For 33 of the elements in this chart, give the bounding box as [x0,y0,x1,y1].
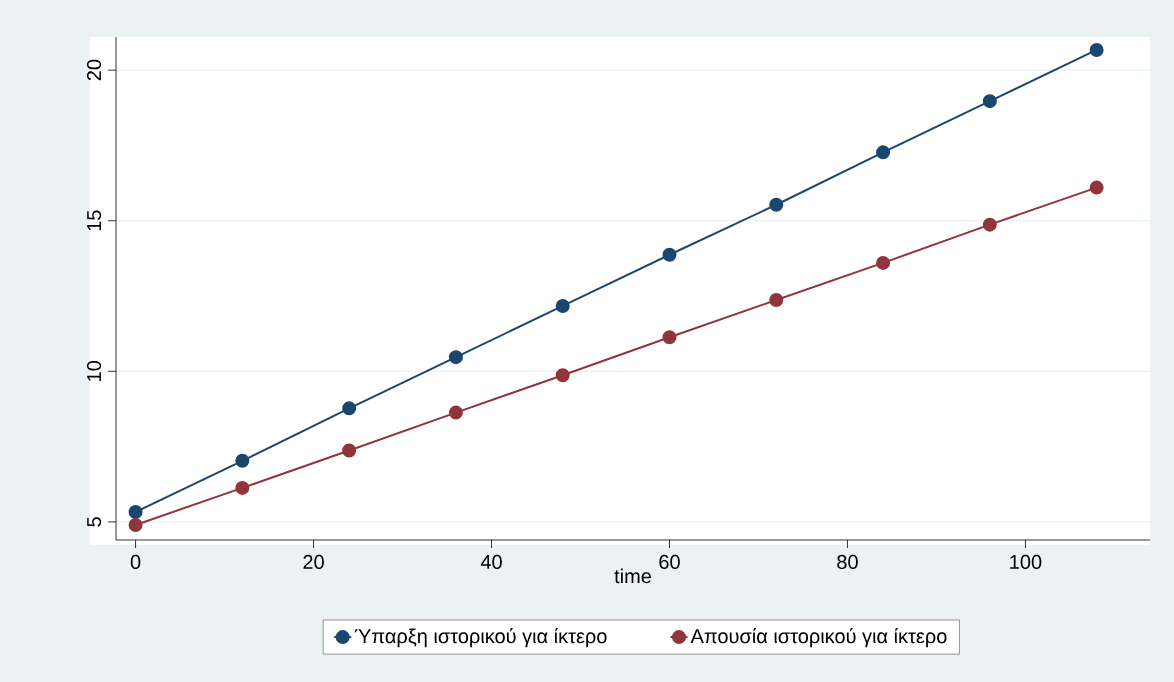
x-tick-label: 80 [837,554,858,570]
point [662,247,677,262]
x-tick-label: 60 [659,554,680,570]
x-tick-label: 20 [303,554,324,570]
y-tick-label: 15 [87,210,102,231]
point [235,453,250,468]
y-tick-label: 10 [86,360,102,381]
point [235,480,250,495]
point [1089,42,1104,57]
x-tick-label: 40 [480,554,502,570]
point [876,255,891,270]
point [982,94,997,109]
y-tick-label: 20 [86,59,102,81]
point [769,292,784,307]
point [342,401,357,416]
point [555,368,570,383]
point [1089,180,1104,195]
x-tick-label: 100 [1010,554,1042,570]
y-tick-label: 5 [87,517,102,527]
point [342,443,357,458]
point [448,350,463,365]
point [128,517,143,532]
point [128,504,143,519]
point [662,330,677,345]
x-tick-label: 0 [130,554,141,570]
point [876,145,891,160]
point [982,217,997,232]
point [448,405,463,420]
x-axis-title: time [614,568,651,584]
legend-label: Απουσία ιστορικού για ίκτερο [690,628,947,648]
point [769,197,784,212]
legend-label: Ύπαρξη ιστορικού για ίκτερο [354,628,607,648]
point [555,298,570,313]
